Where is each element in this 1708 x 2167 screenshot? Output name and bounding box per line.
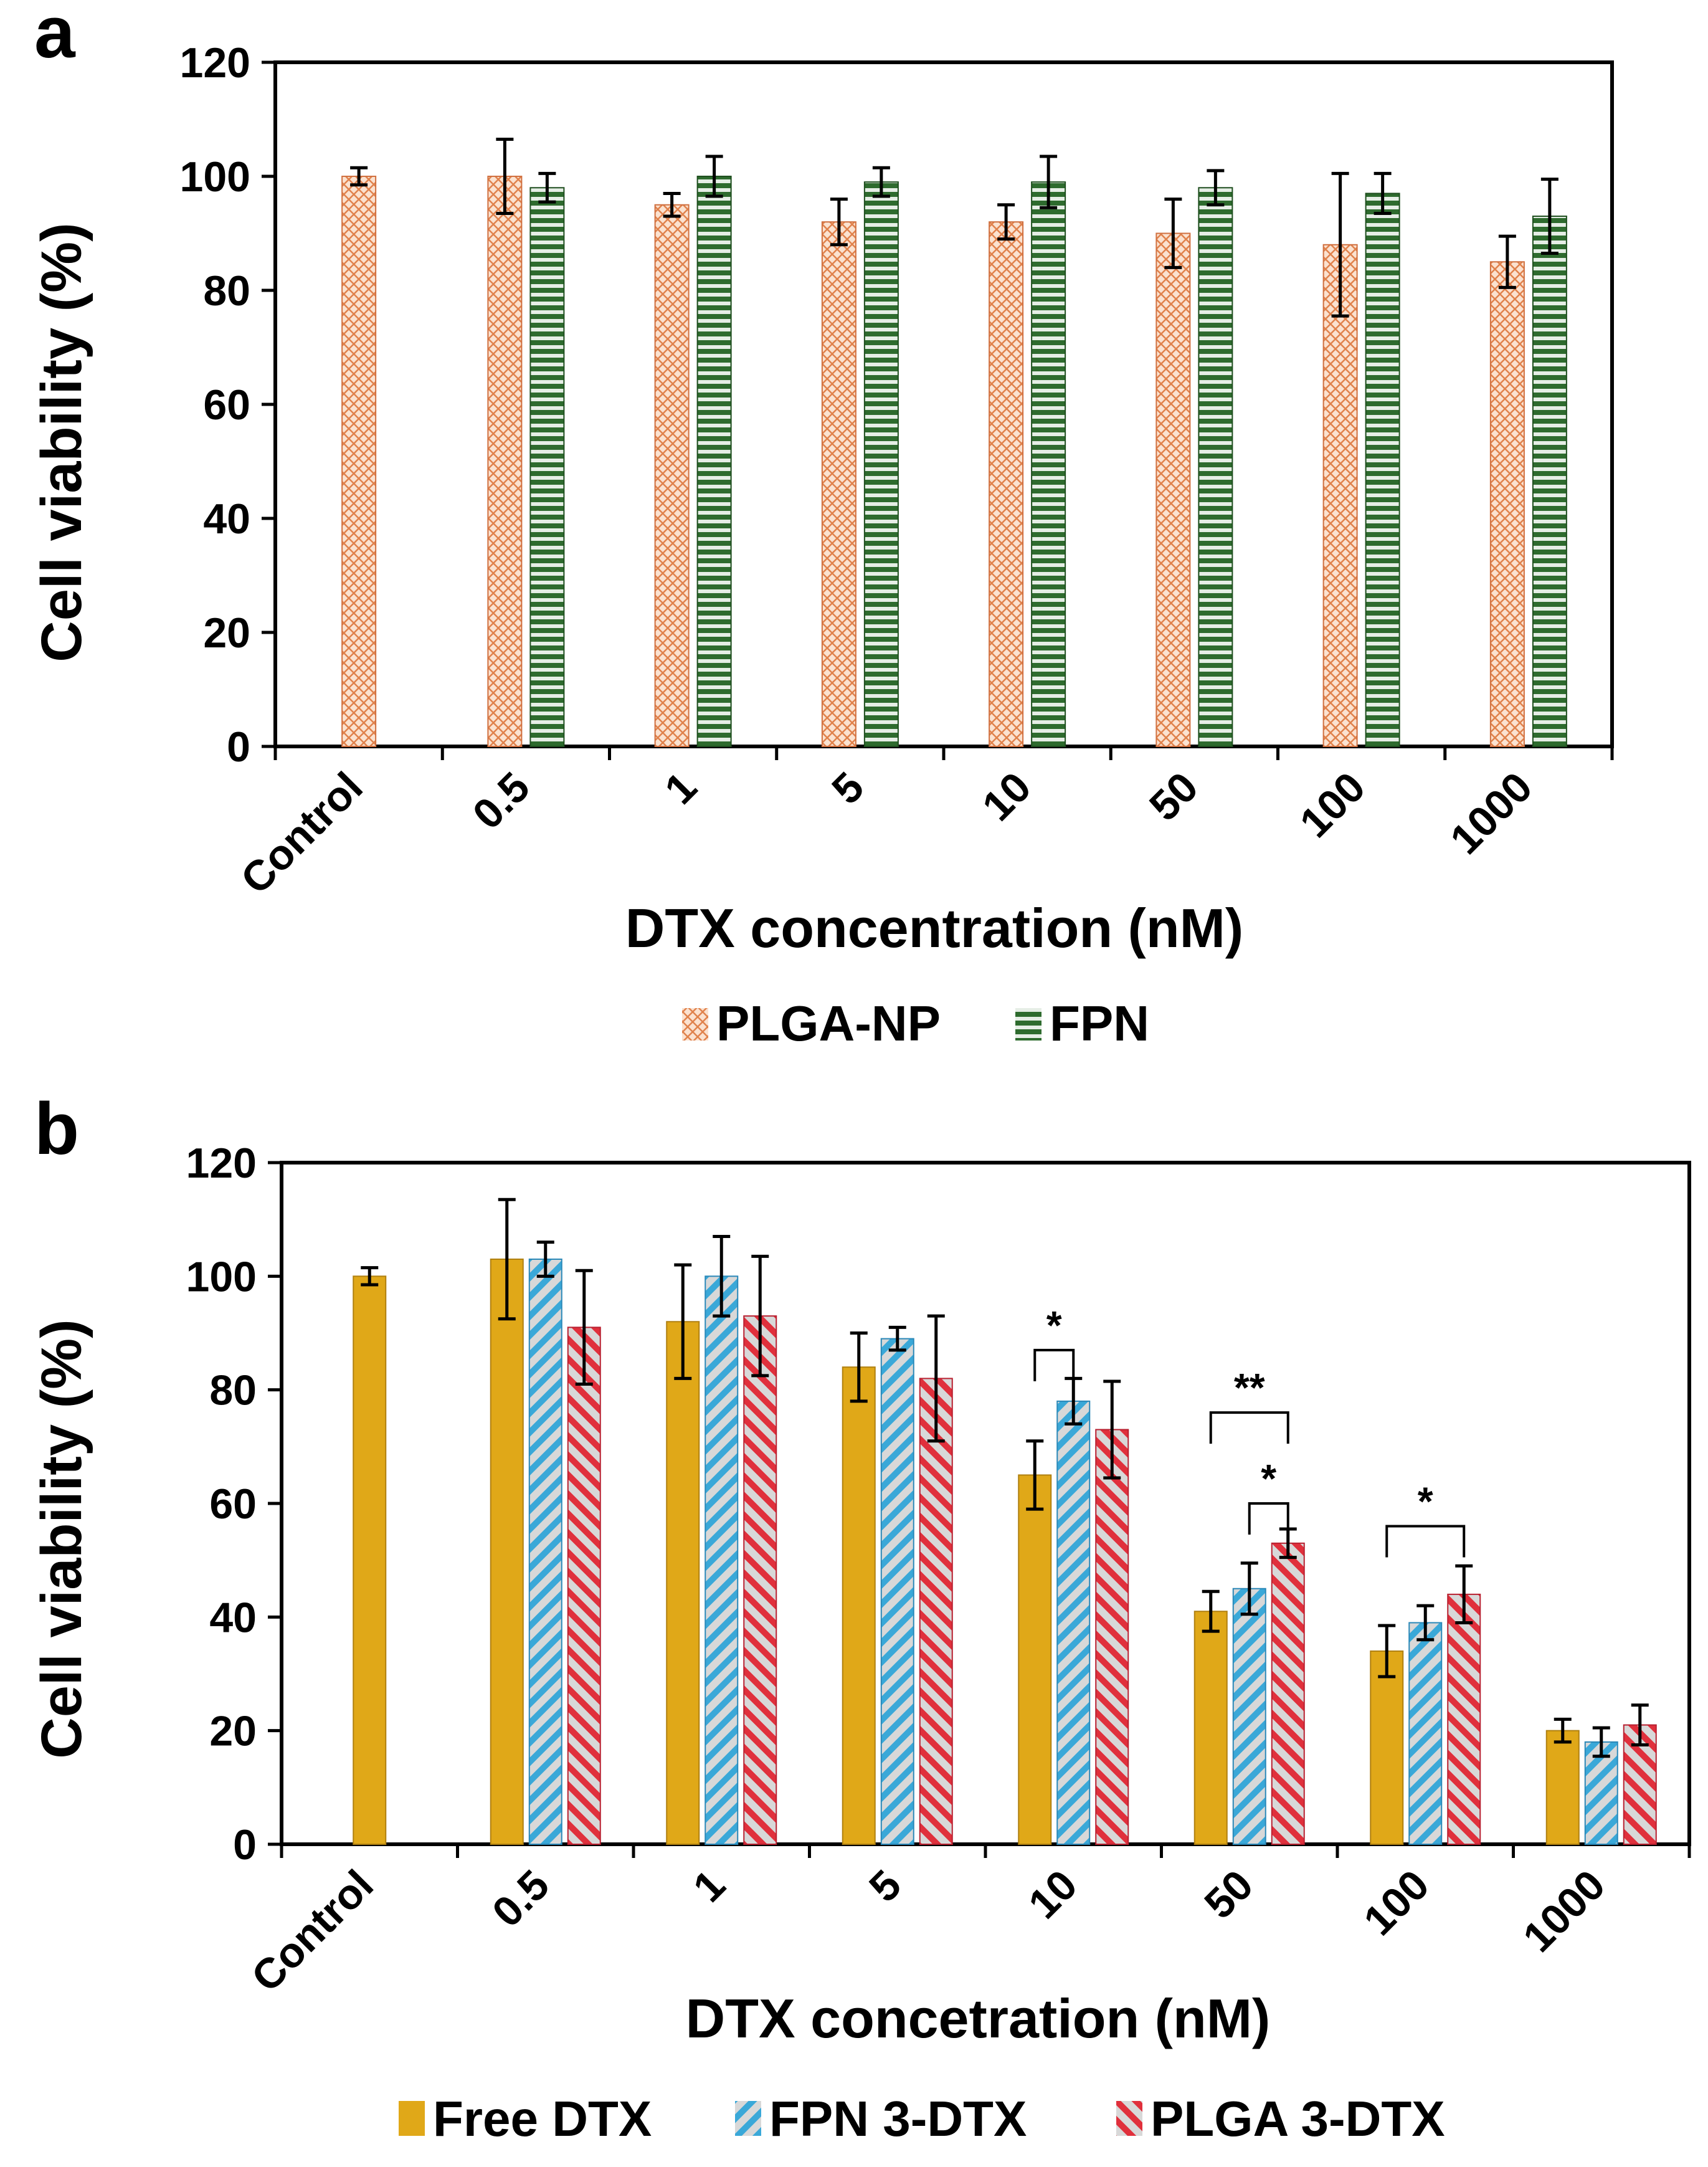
x-tick-label-100: 100: [1291, 763, 1374, 847]
y-tick-label: 40: [209, 1594, 257, 1641]
legend-swatch-fpn-3-dtx: [735, 2101, 761, 2136]
y-tick-label: 120: [180, 39, 250, 87]
y-tick-label: 60: [203, 381, 250, 429]
x-tick-label-1: 1: [684, 1861, 734, 1911]
x-axis-label-b: DTX concetration (nM): [686, 1988, 1271, 2049]
x-axis-label-a: DTX concentration (nM): [625, 897, 1243, 959]
bar-plga-np-control: [341, 176, 377, 747]
x-tick-label-0-5: 0.5: [463, 763, 539, 839]
bar-fpn-1000: [1532, 216, 1567, 747]
x-tick-label-1000: 1000: [1514, 1861, 1615, 1961]
x-tick-label-control: Control: [242, 1861, 382, 2001]
bars-a: [341, 138, 1567, 747]
significance-bracket-0: [1033, 1348, 1075, 1381]
bar-plga-np-1000: [1489, 261, 1525, 747]
x-tick-label-0-5: 0.5: [483, 1861, 559, 1936]
bar-fpn-0-5: [529, 187, 565, 747]
significance-marker-2: *: [1261, 1456, 1276, 1501]
x-tick-label-10: 10: [974, 763, 1040, 830]
bar-plga-3-dtx-10: [1095, 1429, 1129, 1846]
x-tick-label-1: 1: [656, 763, 706, 813]
bar-plga-np-50: [1155, 232, 1191, 747]
bar-plga-np-5: [821, 221, 856, 747]
bar-plga-3-dtx-100: [1447, 1593, 1481, 1846]
x-tick-label-50: 50: [1141, 763, 1207, 830]
bar-free-dtx-1: [666, 1321, 700, 1845]
bar-fpn-50: [1198, 187, 1233, 747]
bar-free-dtx-5: [842, 1366, 876, 1845]
x-tick-label-5: 5: [860, 1861, 910, 1911]
legend-label-plga-np: PLGA-NP: [716, 996, 941, 1051]
panel-label-b: b: [34, 1088, 79, 1170]
bar-plga-3-dtx-1: [743, 1315, 777, 1845]
legend-label-free-dtx: Free DTX: [433, 2091, 652, 2146]
panel-b: b Cell viability (%) 0 20 40 60 80 100 120 Cont…: [30, 1088, 1691, 2146]
bar-fpn-1: [696, 176, 732, 747]
bar-plga-3-dtx-5: [919, 1378, 953, 1845]
bar-fpn-3-dtx-0-5: [528, 1258, 562, 1845]
legend-a: PLGA-NP FPN: [682, 996, 1149, 1051]
y-tick-label: 60: [209, 1480, 257, 1528]
x-tick-label-50: 50: [1195, 1861, 1262, 1928]
significance-bracket-1: [1209, 1411, 1289, 1444]
bars-b: [353, 1198, 1657, 1846]
bar-free-dtx-1000: [1545, 1730, 1580, 1846]
bar-fpn-3-dtx-10: [1056, 1400, 1091, 1845]
y-axis-label-a: Cell viability (%): [30, 222, 93, 662]
bar-fpn-3-dtx-1: [705, 1275, 739, 1845]
legend-label-plga-3-dtx: PLGA 3-DTX: [1151, 2091, 1445, 2146]
x-tick-label-5: 5: [823, 763, 873, 813]
bar-free-dtx-10: [1018, 1474, 1052, 1846]
y-tick-label: 80: [209, 1367, 257, 1414]
bar-plga-3-dtx-50: [1271, 1542, 1305, 1845]
y-tick-label: 100: [186, 1253, 257, 1300]
legend-swatch-free-dtx: [399, 2101, 425, 2136]
bar-plga-3-dtx-0-5: [567, 1326, 601, 1845]
panel-label-a: a: [34, 0, 76, 74]
y-tick-label: 80: [203, 267, 250, 315]
y-tick-label: 100: [180, 153, 250, 201]
legend-swatch-plga-3-dtx: [1116, 2101, 1142, 2136]
bar-plga-np-100: [1322, 244, 1358, 747]
significance-bracket-2: [1248, 1502, 1289, 1535]
bar-free-dtx-control: [353, 1275, 387, 1845]
significance-marker-1: **: [1234, 1365, 1265, 1410]
y-axis-label-b: Cell viability (%): [30, 1319, 93, 1759]
bar-fpn-5: [863, 181, 899, 747]
bar-free-dtx-0-5: [490, 1258, 524, 1845]
panel-a: a Cell viability (%) 0 20 40 60 80 100 120 Cont…: [30, 0, 1614, 1051]
significance-marker-3: *: [1418, 1479, 1433, 1523]
legend-swatch-fpn: [1015, 1008, 1041, 1041]
bar-plga-np-1: [654, 204, 690, 747]
y-tick-label: 20: [203, 609, 250, 657]
bar-fpn-3-dtx-100: [1408, 1622, 1443, 1845]
x-tick-label-10: 10: [1020, 1861, 1086, 1928]
bar-fpn-100: [1365, 193, 1400, 747]
y-tick-label: 0: [227, 723, 250, 771]
legend-label-fpn: FPN: [1050, 996, 1149, 1051]
legend-swatch-plga-np: [682, 1008, 708, 1041]
legend-b: Free DTX FPN 3-DTX PLGA 3-DTX: [399, 2091, 1445, 2146]
bar-fpn-3-dtx-1000: [1584, 1741, 1618, 1845]
significance-annotations: *****: [1033, 1303, 1466, 1558]
significance-bracket-3: [1385, 1525, 1466, 1558]
bar-plga-np-0-5: [487, 176, 523, 747]
y-tick-label: 40: [203, 495, 250, 543]
bar-fpn-10: [1031, 181, 1066, 747]
plot-frame-a: [273, 60, 1614, 748]
bar-free-dtx-50: [1193, 1611, 1228, 1845]
bar-free-dtx-100: [1370, 1650, 1404, 1846]
legend-label-fpn-3-dtx: FPN 3-DTX: [769, 2091, 1027, 2146]
y-tick-label: 120: [186, 1140, 257, 1187]
bar-fpn-3-dtx-50: [1232, 1588, 1266, 1845]
y-tick-label: 0: [233, 1821, 257, 1869]
x-tick-label-100: 100: [1355, 1861, 1438, 1945]
y-tick-label: 20: [209, 1708, 257, 1755]
bar-fpn-3-dtx-5: [880, 1338, 914, 1846]
x-tick-label-control: Control: [232, 763, 372, 903]
bar-plga-np-10: [989, 221, 1024, 747]
x-tick-label-1000: 1000: [1441, 763, 1542, 864]
significance-marker-0: *: [1046, 1303, 1062, 1348]
